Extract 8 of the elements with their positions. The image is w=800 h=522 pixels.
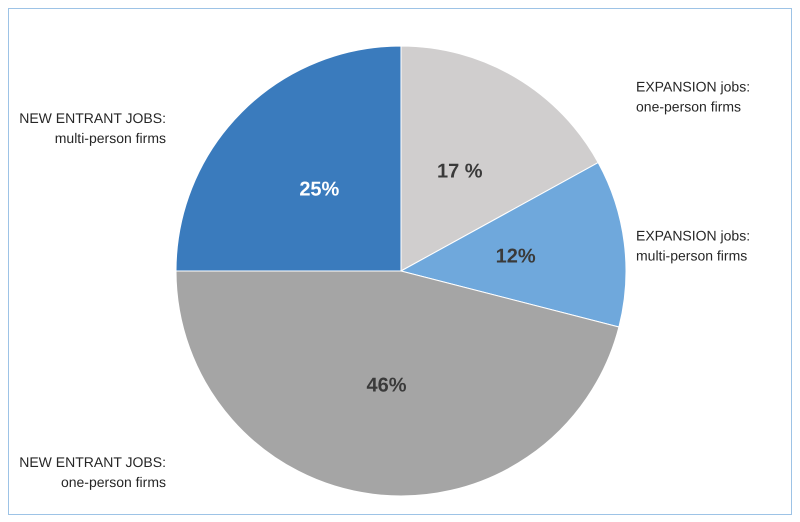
data-label: 25%	[299, 178, 340, 200]
slice-label: EXPANSION jobs: one-person firms	[636, 78, 754, 115]
data-label: 46%	[366, 374, 407, 397]
slice-label: NEW ENTRANT JOBS: multi-person firms	[19, 110, 166, 146]
data-label: 12%	[496, 246, 536, 268]
slice-label: EXPANSION jobs: multi-person firms	[636, 228, 754, 264]
data-label: 17 %	[436, 160, 483, 183]
slice-label: NEW ENTRANT JOBS: one-person firms	[19, 454, 166, 490]
